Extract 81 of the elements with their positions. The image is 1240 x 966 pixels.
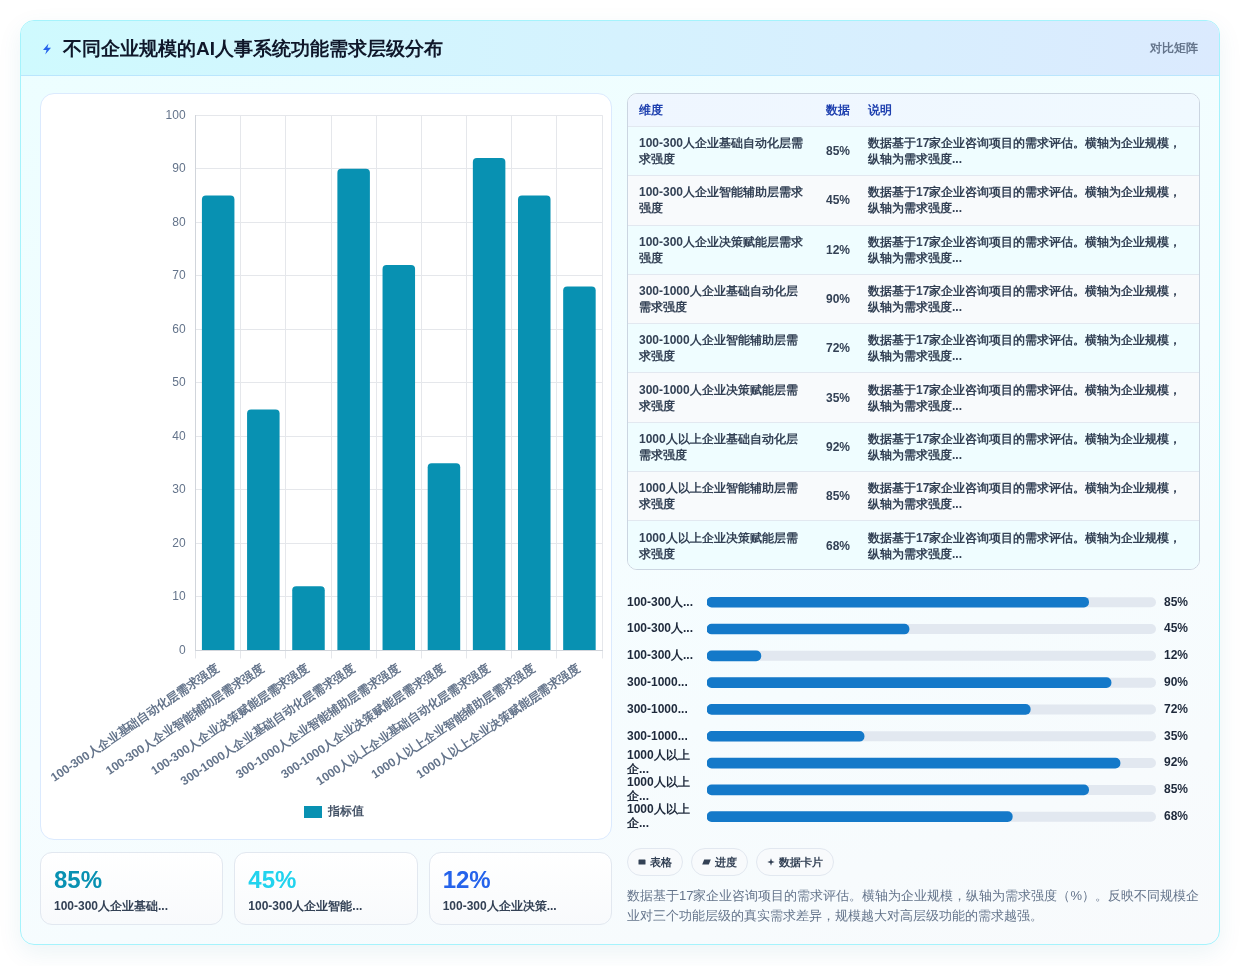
- data-label: 35%: [1164, 728, 1189, 743]
- text: 85%: [825, 488, 851, 506]
- bar: [337, 168, 370, 650]
- text: 90%: [825, 291, 851, 309]
- text: 72%: [825, 340, 851, 358]
- data-label: 85%: [1164, 594, 1189, 609]
- text: 85%: [825, 143, 851, 161]
- text: 数据基于17家企业咨询项目的需求评估。横轴为企业规模，纵轴为需求强度...: [867, 233, 1183, 267]
- text: 数据基于17家企业咨询项目的需求评估。横轴为企业规模，纵轴为需求强度...: [867, 184, 1183, 218]
- text: 45%: [825, 192, 851, 210]
- text: 85%: [54, 866, 104, 894]
- text: 1000人以上企业基础自动化层需求强度: [638, 430, 799, 464]
- y-tick-label: 40: [172, 428, 186, 443]
- bar: [518, 195, 551, 650]
- text: 68%: [825, 537, 851, 555]
- y-tick-label: 1000人以上企...: [626, 775, 690, 804]
- tab[interactable]: 数据卡片: [756, 848, 834, 876]
- y-tick-label: 1000人以上企...: [626, 748, 690, 777]
- text: 数据基于17家企业咨询项目的需求评估。横轴为企业规模，纵轴为需求强度...: [867, 283, 1183, 317]
- y-tick-label: 100-300人...: [627, 621, 694, 636]
- y-tick-label: 20: [172, 535, 186, 550]
- text: 100-300人企业决策赋能层需求强度: [638, 233, 805, 267]
- tab[interactable]: 表格: [627, 848, 683, 876]
- data-label: 85%: [1164, 782, 1189, 797]
- text: 100-300人企业基础自动化层需求强度: [638, 135, 805, 169]
- bar: [472, 158, 506, 650]
- text: 92%: [825, 438, 851, 456]
- y-tick-label: 50: [172, 375, 186, 390]
- bar: [563, 286, 596, 650]
- data-label: 68%: [1164, 809, 1189, 824]
- y-tick-label: 60: [172, 321, 186, 336]
- text: 数据基于17家企业咨询项目的需求评估。横轴为企业规模，纵轴为需求强度...: [867, 135, 1183, 169]
- y-tick-label: 90: [172, 161, 186, 176]
- text: 100-300人企业决策...: [442, 898, 558, 914]
- y-tick-label: 100: [165, 107, 186, 122]
- y-tick-label: 100-300人...: [627, 594, 694, 609]
- data-label: 90%: [1164, 674, 1189, 689]
- bar: [201, 195, 235, 650]
- text: 45%: [248, 866, 298, 894]
- y-tick-label: 100-300人...: [627, 648, 694, 663]
- y-tick-label: 80: [172, 214, 186, 229]
- text: 300-1000人企业决策赋能层需求强度: [638, 381, 799, 415]
- data-label: 45%: [1164, 621, 1189, 636]
- text: 100-300人企业智能辅助层需求强度: [638, 184, 805, 218]
- y-tick-label: 1000人以上企...: [626, 802, 690, 830]
- text: 100-300人企业智能...: [248, 898, 364, 914]
- text: 数据基于17家企业咨询项目的需求评估。横轴为企业规模，纵轴为需求强度（%）。反映不同规模企业对三个功能层级的真实需求差异，规模越大对高层级功能的需求越强。: [627, 887, 1201, 925]
- text: 对比矩阵: [1150, 40, 1198, 56]
- data-label: 72%: [1164, 701, 1189, 716]
- text: 维度: [638, 102, 664, 119]
- data-label: 12%: [1164, 648, 1189, 663]
- text: 数据基于17家企业咨询项目的需求评估。横轴为企业规模，纵轴为需求强度...: [867, 332, 1183, 366]
- y-tick-label: 30: [172, 482, 186, 497]
- y-tick-label: 300-1000...: [627, 674, 688, 689]
- y-tick-label: 300-1000...: [627, 701, 688, 716]
- text: 数据基于17家企业咨询项目的需求评估。横轴为企业规模，纵轴为需求强度...: [867, 529, 1183, 563]
- y-tick-label: 10: [172, 589, 186, 604]
- text: 不同企业规模的AI人事系统功能需求层级分布: [63, 37, 443, 61]
- text: 数据基于17家企业咨询项目的需求评估。横轴为企业规模，纵轴为需求强度...: [867, 381, 1183, 415]
- y-tick-label: 300-1000...: [627, 728, 688, 743]
- y-tick-label: 0: [178, 642, 186, 657]
- text: 100-300人企业基础...: [54, 898, 170, 914]
- bar: [427, 463, 461, 650]
- text: 12%: [825, 241, 851, 259]
- text: 35%: [825, 389, 851, 407]
- data-label: 92%: [1164, 755, 1189, 770]
- bar: [382, 265, 416, 650]
- text: 12%: [442, 866, 492, 894]
- y-tick-label: 70: [172, 268, 186, 283]
- text: 300-1000人企业智能辅助层需求强度: [638, 332, 799, 366]
- text: 数据基于17家企业咨询项目的需求评估。横轴为企业规模，纵轴为需求强度...: [867, 430, 1183, 464]
- text: 说明: [867, 102, 893, 119]
- text: 300-1000人企业基础自动化层需求强度: [638, 283, 799, 317]
- bar: [247, 409, 280, 650]
- text: 数据: [825, 102, 851, 119]
- bar: [292, 586, 325, 650]
- bar: [707, 650, 762, 662]
- text: 数据基于17家企业咨询项目的需求评估。横轴为企业规模，纵轴为需求强度...: [867, 480, 1183, 514]
- text: 1000人以上企业决策赋能层需求强度: [638, 529, 799, 563]
- legend-label: 指标值: [327, 804, 364, 819]
- text: 1000人以上企业智能辅助层需求强度: [638, 480, 799, 514]
